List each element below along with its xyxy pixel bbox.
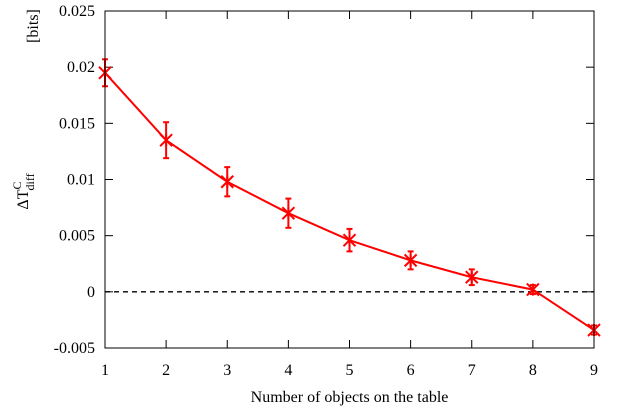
x-tick-label: 4 (284, 362, 292, 379)
data-point (281, 206, 296, 220)
y-tick-label: -0.005 (54, 340, 95, 357)
x-tick-label: 2 (162, 362, 170, 379)
y-tick-labels: -0.005 0 0.005 0.01 0.015 0.02 0.025 (54, 3, 95, 357)
plot-frame (104, 10, 595, 349)
y-axis-title-subscript: diff (23, 173, 37, 190)
x-tick-label: 5 (346, 362, 354, 379)
y-tick-label: 0.005 (59, 228, 95, 245)
x-tick-label: 7 (468, 362, 476, 379)
x-tick-labels: 1 2 3 4 5 6 7 8 9 (101, 362, 598, 379)
x-tick-label: 1 (101, 362, 109, 379)
y-axis-title: ΔTCdiff (10, 173, 37, 209)
y-tick-label: 0.01 (67, 172, 95, 189)
data-point (159, 133, 173, 147)
y-tick-label: 0 (87, 284, 95, 301)
axis-ticks (104, 10, 595, 349)
error-bars (102, 58, 597, 336)
data-point (220, 175, 234, 189)
data-markers (98, 66, 601, 337)
data-point (465, 270, 479, 284)
y-axis-title-superscript: C (10, 182, 24, 190)
x-tick-label: 8 (529, 362, 537, 379)
y-tick-label: 0.015 (59, 115, 95, 132)
x-tick-label: 6 (407, 362, 415, 379)
data-point (526, 282, 540, 297)
y-tick-label: 0.02 (67, 59, 95, 76)
data-point (403, 253, 418, 268)
data-point (342, 233, 357, 247)
svg-text:ΔTCdiff: ΔTCdiff (10, 173, 37, 209)
y-axis-unit: [bits] (25, 9, 42, 43)
y-axis-title-main: ΔT (15, 189, 32, 209)
x-tick-label: 9 (590, 362, 598, 379)
y-tick-label: 0.025 (59, 3, 95, 20)
x-tick-label: 3 (223, 362, 231, 379)
x-axis-title: Number of objects on the table (251, 389, 449, 406)
